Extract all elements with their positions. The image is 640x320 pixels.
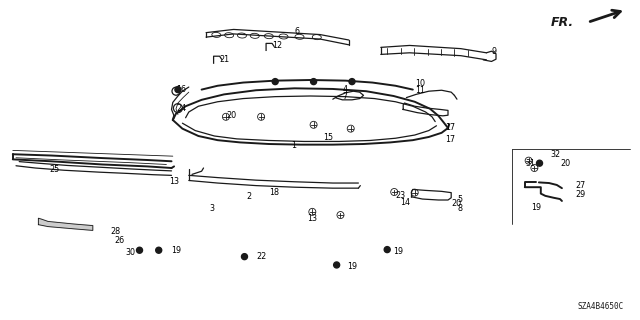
Circle shape bbox=[272, 79, 278, 84]
Text: 6: 6 bbox=[294, 28, 300, 36]
Text: 14: 14 bbox=[400, 198, 410, 207]
Text: 18: 18 bbox=[269, 188, 279, 197]
Text: 16: 16 bbox=[177, 85, 187, 94]
Text: 29: 29 bbox=[575, 190, 586, 199]
Text: 19: 19 bbox=[347, 262, 357, 271]
Text: FR.: FR. bbox=[550, 16, 573, 29]
Text: 1: 1 bbox=[291, 141, 296, 150]
Text: 13: 13 bbox=[170, 177, 180, 186]
Circle shape bbox=[349, 79, 355, 84]
Text: 30: 30 bbox=[125, 248, 136, 257]
Text: 17: 17 bbox=[445, 124, 455, 132]
Text: 20: 20 bbox=[226, 111, 236, 120]
Circle shape bbox=[156, 247, 162, 253]
Text: 19: 19 bbox=[393, 247, 403, 256]
Text: 32: 32 bbox=[550, 150, 561, 159]
Text: 31: 31 bbox=[525, 159, 536, 168]
Text: SZA4B4650C: SZA4B4650C bbox=[578, 302, 624, 311]
Text: 17: 17 bbox=[445, 135, 455, 144]
Text: 3: 3 bbox=[209, 204, 214, 213]
Text: 4: 4 bbox=[342, 85, 348, 94]
Text: 5: 5 bbox=[458, 195, 463, 204]
Text: 8: 8 bbox=[458, 204, 463, 213]
Text: 26: 26 bbox=[114, 236, 124, 245]
Polygon shape bbox=[38, 218, 93, 230]
Text: 15: 15 bbox=[323, 133, 333, 142]
Text: 12: 12 bbox=[273, 41, 283, 50]
Circle shape bbox=[384, 247, 390, 252]
Text: 21: 21 bbox=[219, 55, 229, 64]
Text: 28: 28 bbox=[111, 227, 121, 236]
Text: 10: 10 bbox=[415, 79, 426, 88]
Text: 25: 25 bbox=[49, 165, 60, 174]
Text: 2: 2 bbox=[246, 192, 252, 201]
Text: 7: 7 bbox=[342, 92, 348, 101]
Circle shape bbox=[333, 262, 340, 268]
Text: 23: 23 bbox=[395, 191, 405, 200]
Text: 24: 24 bbox=[177, 104, 187, 113]
Circle shape bbox=[536, 160, 543, 166]
Text: 22: 22 bbox=[256, 252, 266, 261]
Text: 19: 19 bbox=[171, 246, 181, 255]
Text: 20: 20 bbox=[452, 199, 462, 208]
Circle shape bbox=[310, 79, 317, 84]
Text: 19: 19 bbox=[531, 203, 541, 212]
Text: 13: 13 bbox=[307, 214, 317, 223]
Text: 9: 9 bbox=[492, 47, 497, 56]
Circle shape bbox=[175, 87, 181, 92]
Circle shape bbox=[241, 254, 248, 260]
Text: 20: 20 bbox=[561, 159, 571, 168]
Text: 27: 27 bbox=[575, 181, 586, 190]
Circle shape bbox=[136, 247, 143, 253]
Text: 11: 11 bbox=[415, 86, 426, 95]
